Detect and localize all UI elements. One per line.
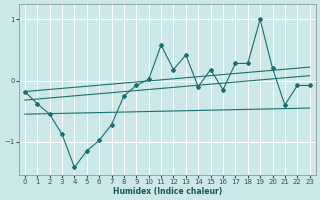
X-axis label: Humidex (Indice chaleur): Humidex (Indice chaleur)	[113, 187, 222, 196]
